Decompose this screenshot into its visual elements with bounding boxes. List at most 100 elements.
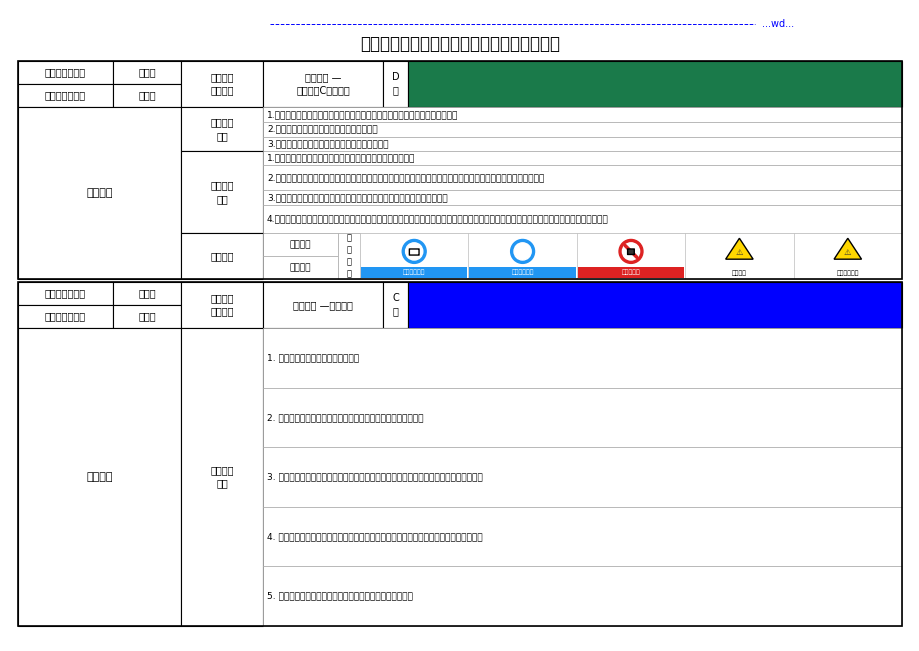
Bar [263, 205, 901, 233]
Bar [263, 506, 901, 566]
Bar [407, 282, 901, 328]
Circle shape [517, 245, 527, 255]
Text: 1.配置一种或多种安全装置、侧面接触危险区域提供安全装置: 1.配置一种或多种安全装置、侧面接触危险区域提供安全装置 [267, 154, 414, 163]
Bar [576, 233, 685, 279]
Text: 3.有可能造成缠绕、吸入、或卷入等危险的运动部件和传动装置设置防护罩: 3.有可能造成缠绕、吸入、或卷入等危险的运动部件和传动装置设置防护罩 [267, 193, 448, 202]
Text: 主要预防
措施: 主要预防 措施 [210, 181, 233, 204]
Text: 5. 点火计量系统损坏，造成可燃气体释放过多，引起爆炸。: 5. 点火计量系统损坏，造成可燃气体释放过多，引起爆炸。 [267, 592, 413, 601]
Text: 公司安全责任人: 公司安全责任人 [45, 311, 86, 322]
Text: 多红星: 多红星 [138, 68, 155, 77]
Text: D
级: D 级 [391, 72, 399, 96]
Bar [263, 566, 901, 626]
Text: 宝都国际新材料安全风险辨识分级管控标识牌: 宝都国际新材料安全风险辨识分级管控标识牌 [359, 35, 560, 53]
Bar [359, 233, 468, 279]
Bar [181, 328, 263, 626]
Text: 安全风险
辨识分级: 安全风险 辨识分级 [210, 294, 233, 316]
Bar [263, 256, 337, 279]
Text: 公司照片: 公司照片 [86, 188, 113, 198]
Text: 赵荣猛: 赵荣猛 [138, 90, 155, 100]
Bar [263, 122, 901, 137]
Bar [263, 328, 901, 387]
Text: 赵荣猛: 赵荣猛 [138, 311, 155, 322]
FancyBboxPatch shape [409, 249, 418, 255]
Text: 安全风险
辨识分级: 安全风险 辨识分级 [210, 72, 233, 96]
Bar [685, 233, 793, 279]
Text: 物体打击: 物体打击 [289, 263, 311, 272]
Text: 公司第一责任人: 公司第一责任人 [45, 68, 86, 77]
Text: ⚠: ⚠ [735, 247, 743, 256]
Bar [18, 305, 113, 328]
Text: 2.防护罩缺失；联锁装置失效，导致机械伤害: 2.防护罩缺失；联锁装置失效，导致机械伤害 [267, 125, 377, 133]
Text: 必须戴安全帽: 必须戴安全帽 [511, 270, 533, 275]
Circle shape [405, 243, 423, 260]
Bar [360, 266, 467, 278]
Text: C
级: C 级 [391, 294, 399, 316]
Text: 2.上料时手动进料严禁戴手套，防止手被绞入压轮内；身体部位不要接近剃刀位置和传动链工作范围，保持安全距离: 2.上料时手动进料严禁戴手套，防止手被绞入压轮内；身体部位不要接近剃刀位置和传动… [267, 173, 544, 182]
Text: 当心伤手: 当心伤手 [732, 271, 746, 276]
Text: 3.压轮挤压伤害，刀片切割伤害，传动链绞入伤害: 3.压轮挤压伤害，刀片切割伤害，传动链绞入伤害 [267, 139, 388, 148]
Bar [18, 282, 113, 305]
FancyBboxPatch shape [627, 249, 633, 255]
Text: 机械加工 —
压瓦机、C型檩条机: 机械加工 — 压瓦机、C型檩条机 [296, 72, 349, 96]
Polygon shape [834, 238, 860, 259]
Bar [263, 282, 382, 328]
Bar [181, 107, 263, 152]
Text: 多红星: 多红星 [138, 288, 155, 299]
Text: 公司安全责任人: 公司安全责任人 [45, 90, 86, 100]
Text: 主要危险
因素: 主要危险 因素 [210, 465, 233, 489]
Bar [382, 282, 407, 328]
Bar [263, 107, 901, 122]
Text: 4.维修保养，经常检查各紧固件有无松动，并及时紧固，传动局部有无卡阻现象，经常检查电器局部有无异常，如有异常，及时切断电源，维修: 4.维修保养，经常检查各紧固件有无松动，并及时紧固，传动局部有无卡阻现象，经常检… [267, 214, 608, 223]
Bar [181, 233, 263, 279]
Bar [793, 233, 901, 279]
Bar [263, 137, 901, 152]
Bar [181, 61, 263, 107]
Text: 3. 数控设备控制柜内积尘；控制柜操作平台或内部随意放置物品；控制柜内部线路老化。: 3. 数控设备控制柜内积尘；控制柜操作平台或内部随意放置物品；控制柜内部线路老化… [267, 473, 482, 482]
Bar [18, 282, 901, 626]
Circle shape [622, 243, 639, 260]
Bar [18, 61, 901, 279]
Bar [263, 61, 382, 107]
Bar [263, 447, 901, 506]
Text: 公司第一责任人: 公司第一责任人 [45, 288, 86, 299]
Bar [113, 282, 181, 305]
Text: 1.放料架与主机间、不许人员通过、主机与出料台和双手操作、传输中擦伤人身: 1.放料架与主机间、不许人员通过、主机与出料台和双手操作、传输中擦伤人身 [267, 110, 458, 119]
Bar [337, 233, 359, 279]
Text: 4. 设备接线布置不整齐、缺少绝缘保护措施；电器线路老化或裸露；无接地或接地不良。: 4. 设备接线布置不整齐、缺少绝缘保护措施；电器线路老化或裸露；无接地或接地不良… [267, 532, 482, 541]
Circle shape [514, 243, 530, 260]
Circle shape [510, 240, 534, 264]
Bar [113, 61, 181, 84]
Text: 必须穿防护鞋: 必须穿防护鞋 [403, 270, 425, 275]
Text: ⚠: ⚠ [843, 247, 851, 256]
Text: 机械伤害: 机械伤害 [289, 240, 311, 249]
Text: 警
示
标
识: 警 示 标 识 [346, 234, 351, 278]
Bar [469, 266, 575, 278]
Text: 主要危险
因素: 主要危险 因素 [210, 118, 233, 141]
Bar [18, 107, 181, 279]
Polygon shape [725, 238, 753, 259]
Text: 机械加工 —数控切割: 机械加工 —数控切割 [293, 300, 353, 310]
Bar [263, 165, 901, 190]
Bar [263, 387, 901, 447]
Text: 公司照片: 公司照片 [86, 472, 113, 482]
Bar [382, 61, 407, 107]
Text: 导致后果: 导致后果 [210, 251, 233, 261]
Circle shape [618, 240, 642, 264]
Bar [18, 84, 113, 107]
Bar [181, 152, 263, 233]
Bar [359, 233, 901, 279]
Bar [18, 328, 181, 626]
Bar [263, 152, 901, 165]
Circle shape [402, 240, 425, 264]
Text: 当心机械伤人: 当心机械伤人 [835, 271, 858, 276]
Bar [263, 233, 337, 256]
Bar [181, 282, 263, 328]
Bar [468, 233, 576, 279]
Bar [263, 190, 901, 205]
Text: 禁止戴手套: 禁止戴手套 [621, 270, 640, 275]
Bar [113, 84, 181, 107]
Text: 1. 切割机行车轨道站人或者放物品。: 1. 切割机行车轨道站人或者放物品。 [267, 353, 358, 363]
Bar [18, 61, 113, 84]
Bar [577, 266, 684, 278]
Text: ...wd...: ...wd... [761, 19, 793, 29]
